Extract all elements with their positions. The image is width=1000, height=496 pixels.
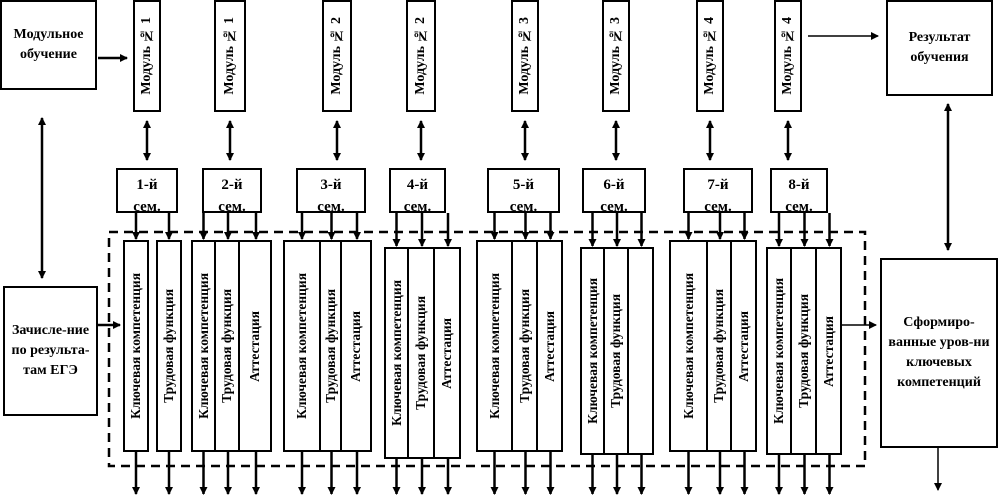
modular-learning-label: Модульное обучение (13, 27, 84, 62)
competency-column: Аттестация (433, 247, 461, 459)
competency-column: Аттестация (730, 240, 757, 452)
column-label: Аттестация (348, 310, 363, 382)
column-label: Трудовая функция (219, 289, 234, 403)
module-label: Модуль № 1 (139, 17, 154, 95)
column-label: Трудовая функция (795, 294, 811, 408)
competency-column: Трудовая функция (790, 247, 817, 455)
column-label: Аттестация (247, 310, 262, 382)
semester-label: сем. (509, 199, 538, 215)
competency-column: Аттестация (536, 240, 563, 452)
column-label: Трудовая функция (161, 289, 176, 403)
enrollment-box: Зачисле-ние по результа-там ЕГЭ (3, 286, 98, 416)
column-label: Ключевая компетенция (486, 273, 502, 419)
semester-label: сем. (218, 199, 246, 215)
module-box: Модуль № 2 (322, 0, 352, 112)
competency-column: Ключевая компетенция (191, 240, 216, 452)
competency-column: Ключевая компетенция (123, 240, 149, 452)
semester-box: 2-й сем. (202, 168, 262, 215)
competency-column: Трудовая функция (214, 240, 240, 452)
enrollment-label: Зачисле-ние по результа-там ЕГЭ (11, 323, 90, 378)
competency-column (627, 247, 654, 455)
column-label: Трудовая функция (516, 289, 532, 403)
module-label: Модуль № 3 (608, 17, 623, 95)
competency-column: Ключевая компетенция (580, 247, 605, 455)
module-box: Модуль № 2 (406, 0, 436, 112)
competency-column: Аттестация (340, 240, 372, 452)
module-label: Модуль № 4 (702, 17, 717, 95)
competency-column: Аттестация (815, 247, 842, 455)
column-label: Ключевая компетенция (195, 273, 211, 419)
semester-label: сем. (133, 199, 161, 215)
semester-box: 6-й сем. (582, 168, 646, 215)
competency-column: Трудовая функция (319, 240, 342, 452)
competency-column: Трудовая функция (407, 247, 435, 459)
column-label: Ключевая компетенция (680, 273, 696, 419)
competency-column: Трудовая функция (511, 240, 538, 452)
competency-column: Ключевая компетенция (384, 247, 409, 459)
formed-levels-box: Сформиро-ванные уров-ни ключевых компете… (880, 258, 998, 448)
semester-number: 8-й (788, 177, 810, 193)
learning-result-box: Результат обучения (886, 0, 993, 96)
module-label: Модуль № 3 (517, 17, 532, 95)
semester-frame-dashed (107, 230, 867, 468)
semester-box: 3-й сем. (296, 168, 366, 215)
column-label: Трудовая функция (608, 294, 623, 408)
competency-column: Трудовая функция (706, 240, 732, 452)
semester-number: 2-й (221, 177, 243, 193)
semester-number: 4-й (406, 177, 429, 193)
semester-number: 3-й (320, 177, 342, 193)
semester-number: 6-й (603, 177, 625, 193)
competency-column: Трудовая функция (156, 240, 182, 452)
module-label: Модуль № 4 (780, 17, 795, 95)
column-label: Ключевая компетенция (388, 280, 404, 426)
column-label: Трудовая функция (711, 289, 726, 403)
column-label: Аттестация (439, 317, 454, 389)
semester-box: 4-й сем. (389, 168, 446, 215)
column-label: Аттестация (820, 315, 836, 387)
competency-column: Ключевая компетенция (766, 247, 792, 455)
column-label: Ключевая компетенция (294, 273, 309, 419)
semester-label: сем. (403, 199, 432, 215)
semester-box: 5-й сем. (487, 168, 560, 215)
semester-box: 8-й сем. (770, 168, 828, 215)
semester-label: сем. (785, 199, 813, 215)
column-label: Аттестация (541, 310, 557, 382)
modular-learning-box: Модульное обучение (0, 0, 97, 90)
formed-levels-label: Сформиро-ванные уров-ни ключевых компете… (888, 315, 990, 390)
module-box: Модуль № 1 (214, 0, 246, 112)
competency-column: Ключевая компетенция (283, 240, 321, 452)
semester-number: 5-й (512, 177, 535, 193)
semester-label: сем. (704, 199, 732, 215)
semester-number: 7-й (707, 177, 729, 193)
semester-number: 1-й (136, 177, 158, 193)
module-box: Модуль № 3 (511, 0, 539, 112)
module-label: Модуль № 2 (413, 17, 428, 95)
competency-column: Ключевая компетенция (669, 240, 708, 452)
column-label: Аттестация (735, 310, 751, 382)
column-label: Трудовая функция (322, 289, 338, 403)
competency-column: Ключевая компетенция (476, 240, 513, 452)
semester-box: 1-й сем. (116, 168, 178, 215)
learning-result-label: Результат обучения (908, 30, 971, 65)
competency-column: Трудовая функция (603, 247, 629, 455)
competency-column: Аттестация (238, 240, 272, 452)
module-label: Модуль № 1 (222, 17, 237, 95)
module-box: Модуль № 4 (696, 0, 724, 112)
column-label: Трудовая функция (413, 296, 428, 410)
semester-label: сем. (600, 199, 628, 215)
module-box: Модуль № 3 (602, 0, 630, 112)
module-label: Модуль № 2 (329, 17, 344, 95)
column-label: Ключевая компетенция (771, 278, 786, 424)
module-box: Модуль № 1 (133, 0, 161, 112)
module-box: Модуль № 4 (774, 0, 802, 112)
semester-label: сем. (317, 199, 345, 215)
column-label: Ключевая компетенция (584, 278, 600, 424)
semester-box: 7-й сем. (683, 168, 753, 215)
column-label: Ключевая компетенция (128, 273, 143, 419)
